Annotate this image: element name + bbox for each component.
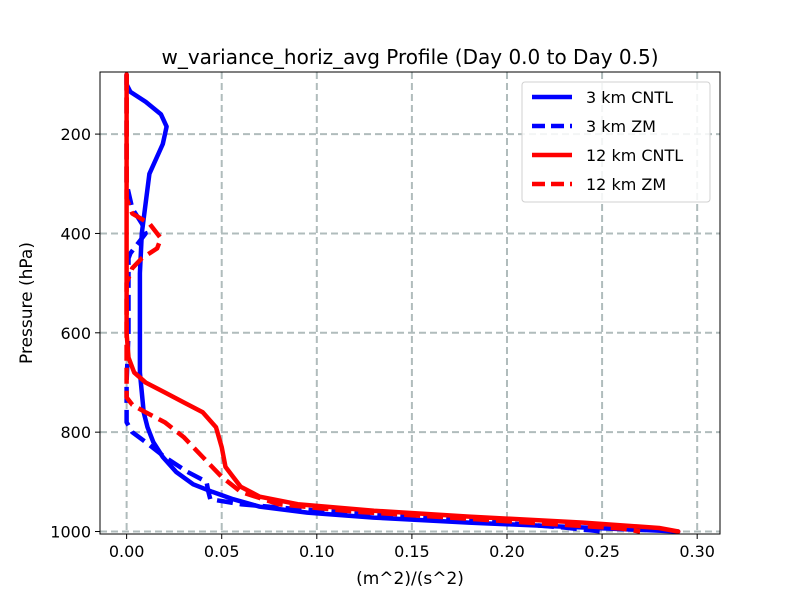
y-tick-label: 800 — [60, 423, 91, 442]
legend-label: 12 km ZM — [586, 175, 666, 194]
x-tick-label: 0.05 — [204, 542, 240, 561]
x-tick-label: 0.25 — [584, 542, 620, 561]
y-tick-label: 1000 — [50, 523, 91, 542]
legend-label: 3 km ZM — [586, 117, 656, 136]
x-tick-label: 0.30 — [679, 542, 715, 561]
x-tick-label: 0.10 — [299, 542, 335, 561]
x-tick-label: 0.00 — [109, 542, 145, 561]
series-line-12-km-zm — [124, 74, 641, 534]
y-tick-label: 600 — [60, 324, 91, 343]
series-layer — [124, 72, 681, 534]
x-tick-label: 0.20 — [489, 542, 525, 561]
y-axis-label: Pressure (hPa) — [17, 242, 37, 364]
y-axis: 200 400 600 800 1000 — [50, 125, 100, 542]
y-tick-label: 400 — [60, 224, 91, 243]
plot-frame — [99, 71, 721, 535]
chart-title: w_variance_horiz_avg Profile (Day 0.0 to… — [161, 45, 658, 69]
series-line-3-km-zm — [124, 74, 603, 534]
legend-box — [521, 81, 711, 203]
legend: 3 km CNTL 3 km ZM 12 km CNTL 12 km ZM — [521, 81, 711, 203]
legend-label: 3 km CNTL — [586, 88, 673, 107]
y-tick-label: 200 — [60, 125, 91, 144]
x-tick-label: 0.15 — [394, 542, 430, 561]
x-axis: 0.00 0.05 0.10 0.15 0.20 0.25 0.30 — [109, 534, 715, 561]
legend-label: 12 km CNTL — [586, 146, 683, 165]
x-axis-label: (m^2)/(s^2) — [356, 569, 464, 589]
